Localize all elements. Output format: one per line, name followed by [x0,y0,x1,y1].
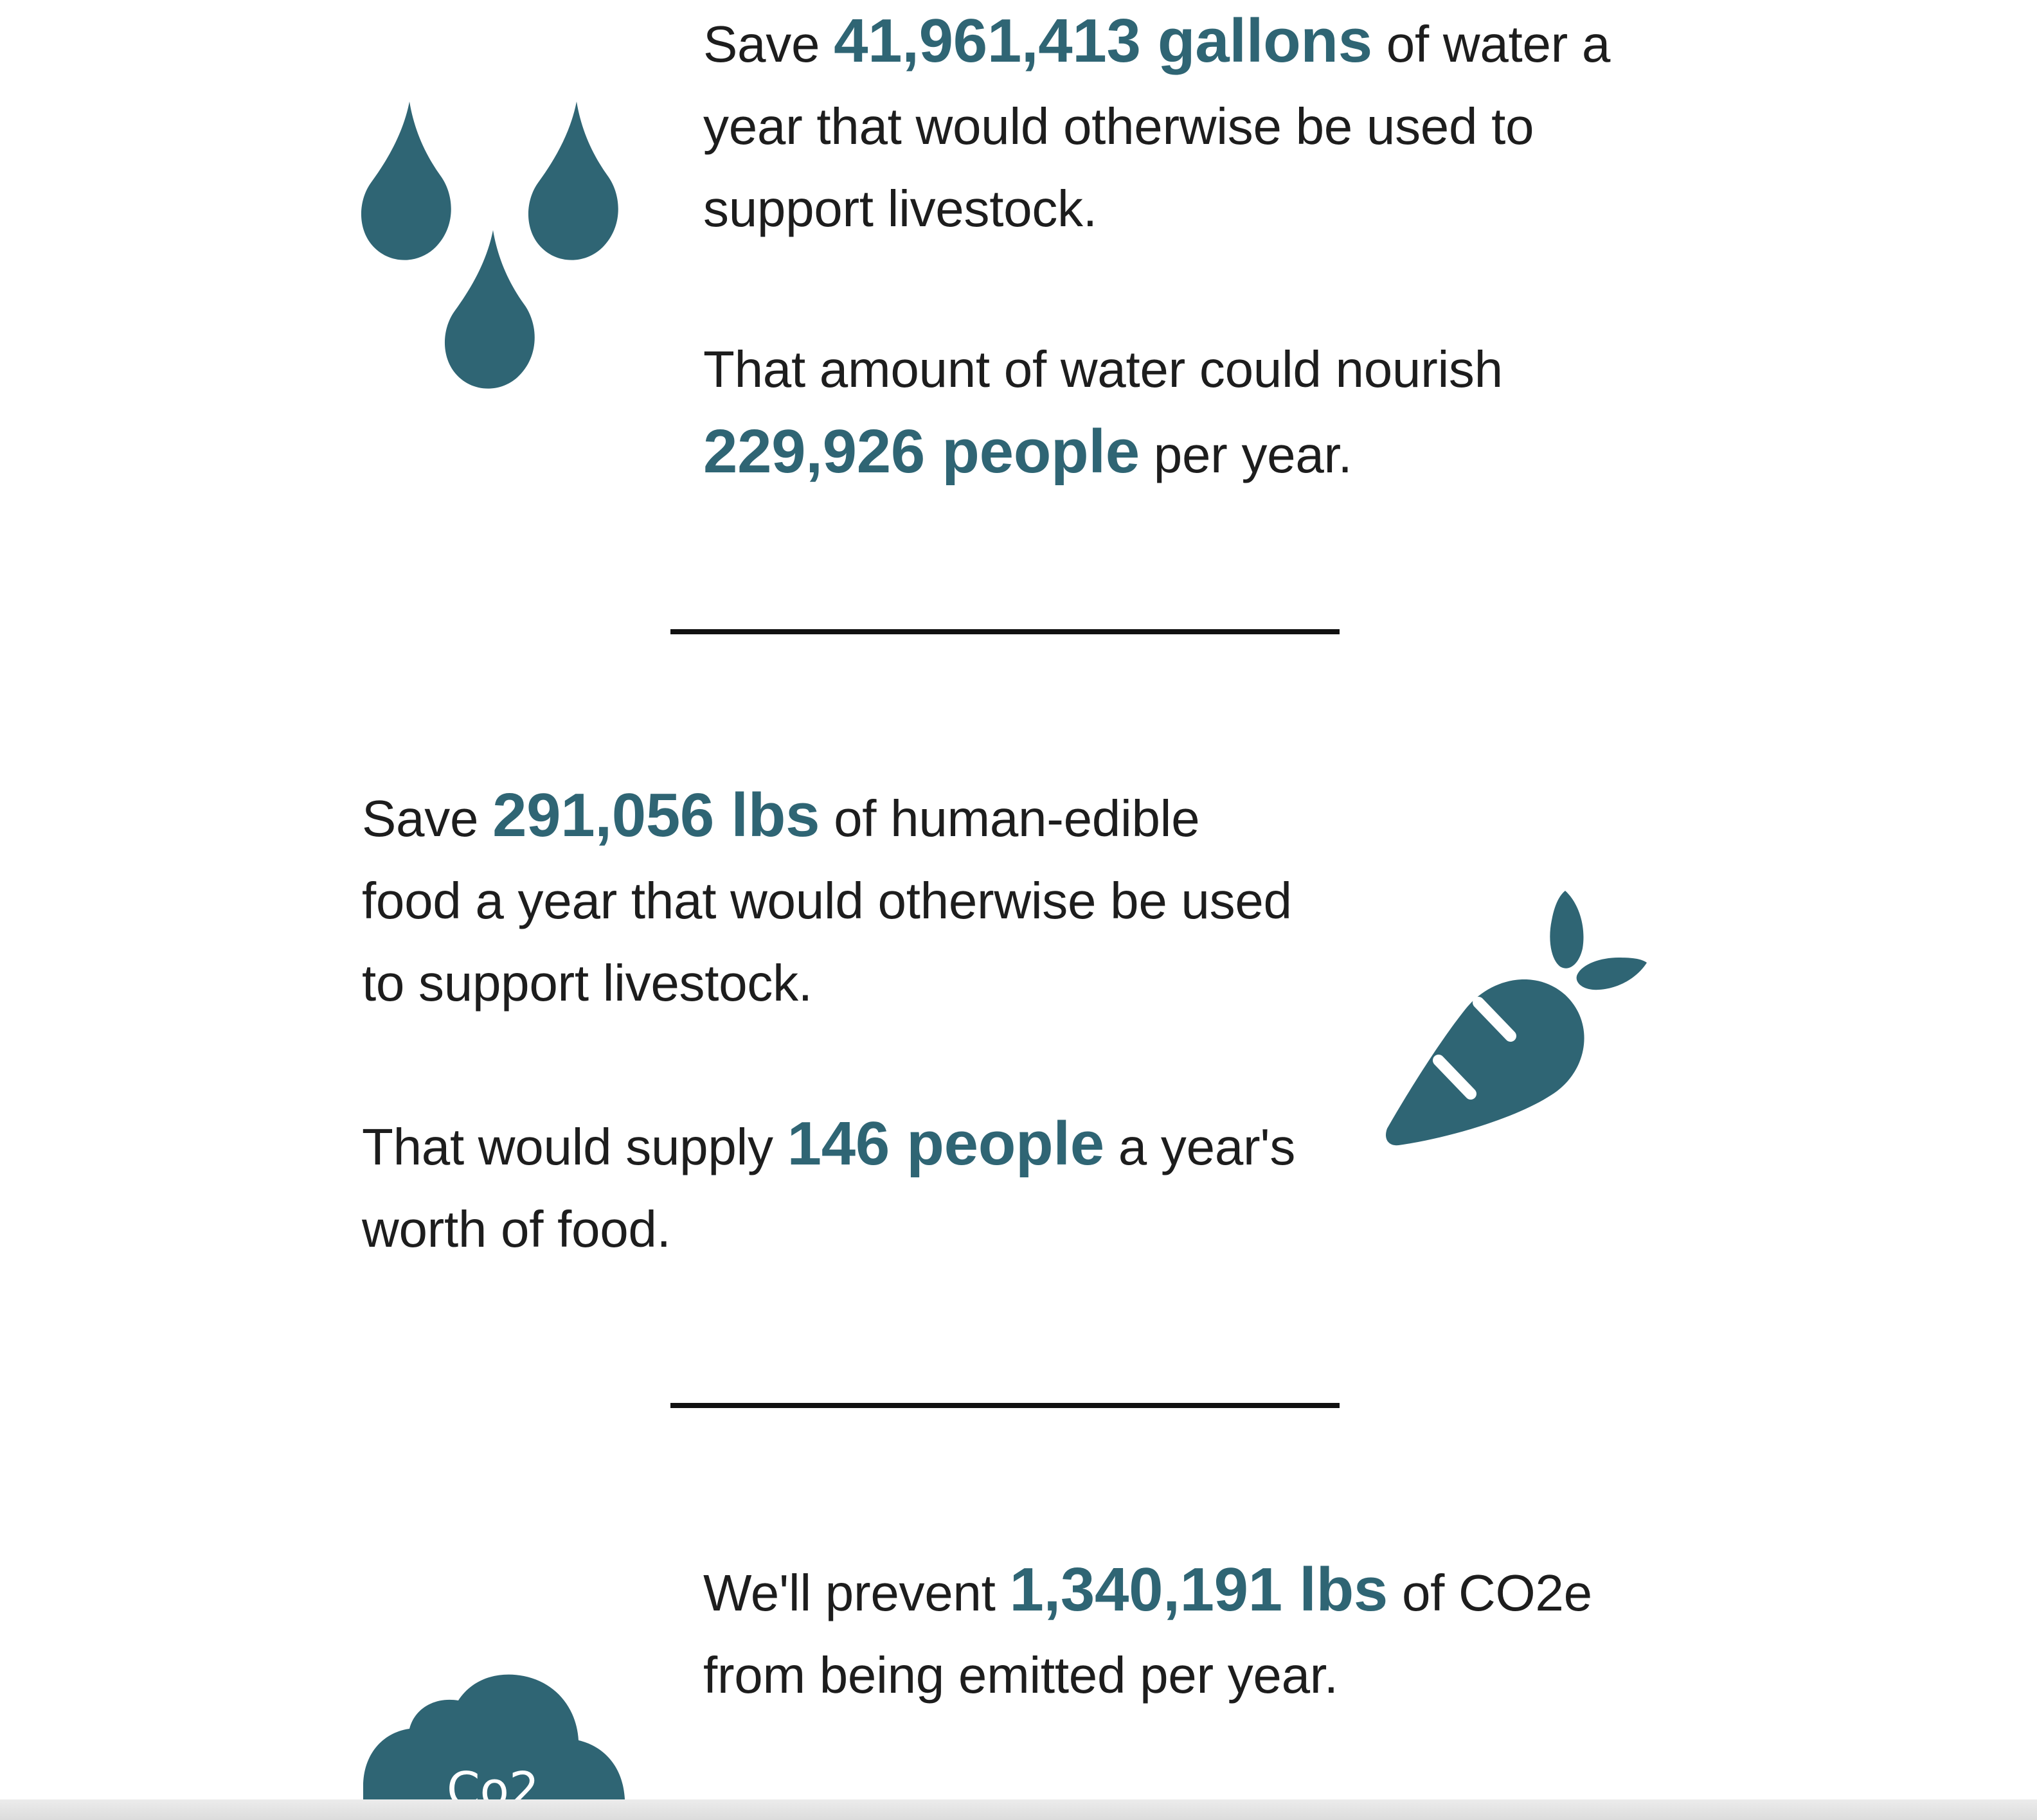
water-drop-left [361,102,451,260]
food-people-statement: That would supply 146 people a year's wo… [362,1109,1296,1258]
water-people-statement: That amount of water could nourish 229,9… [703,341,1503,486]
carrot-leaf-top [1550,891,1584,968]
co2-cloud-icon [363,1674,625,1820]
carrot-notch-lower [1433,1055,1476,1100]
section-divider [670,629,1340,634]
water-drop-bottom [444,230,535,389]
water-people-value: 229,926 people [703,417,1140,486]
water-drops-icon [361,102,618,389]
water-gallons-statement: Save 41,961,413 gallons of water a year … [703,6,1611,237]
cloud-shape [363,1674,625,1820]
water-gallons-value: 41,961,413 gallons [834,6,1372,75]
food-lbs-value: 291,056 lbs [492,781,820,850]
carrot-leaf-right [1576,958,1647,990]
co2-savings-text: We'll prevent 1,340,191 lbs of CO2e from… [703,1549,1706,1717]
co2-lbs-value: 1,340,191 lbs [1009,1555,1388,1624]
co2-lbs-statement: We'll prevent 1,340,191 lbs of CO2e from… [703,1555,1592,1704]
carrot-body [1386,979,1584,1146]
section-divider [670,1403,1340,1408]
food-lbs-statement: Save 291,056 lbs of human-edible food a … [362,781,1292,1012]
carrot-notch-upper [1473,997,1516,1042]
water-savings-text: Save 41,961,413 gallons of water a year … [703,0,1706,496]
carrot-icon [1386,891,1647,1146]
window-bottom-edge [0,1799,2037,1820]
food-people-value: 146 people [787,1109,1105,1178]
food-savings-text: Save 291,056 lbs of human-edible food a … [362,774,1307,1271]
water-drop-right [528,102,618,260]
